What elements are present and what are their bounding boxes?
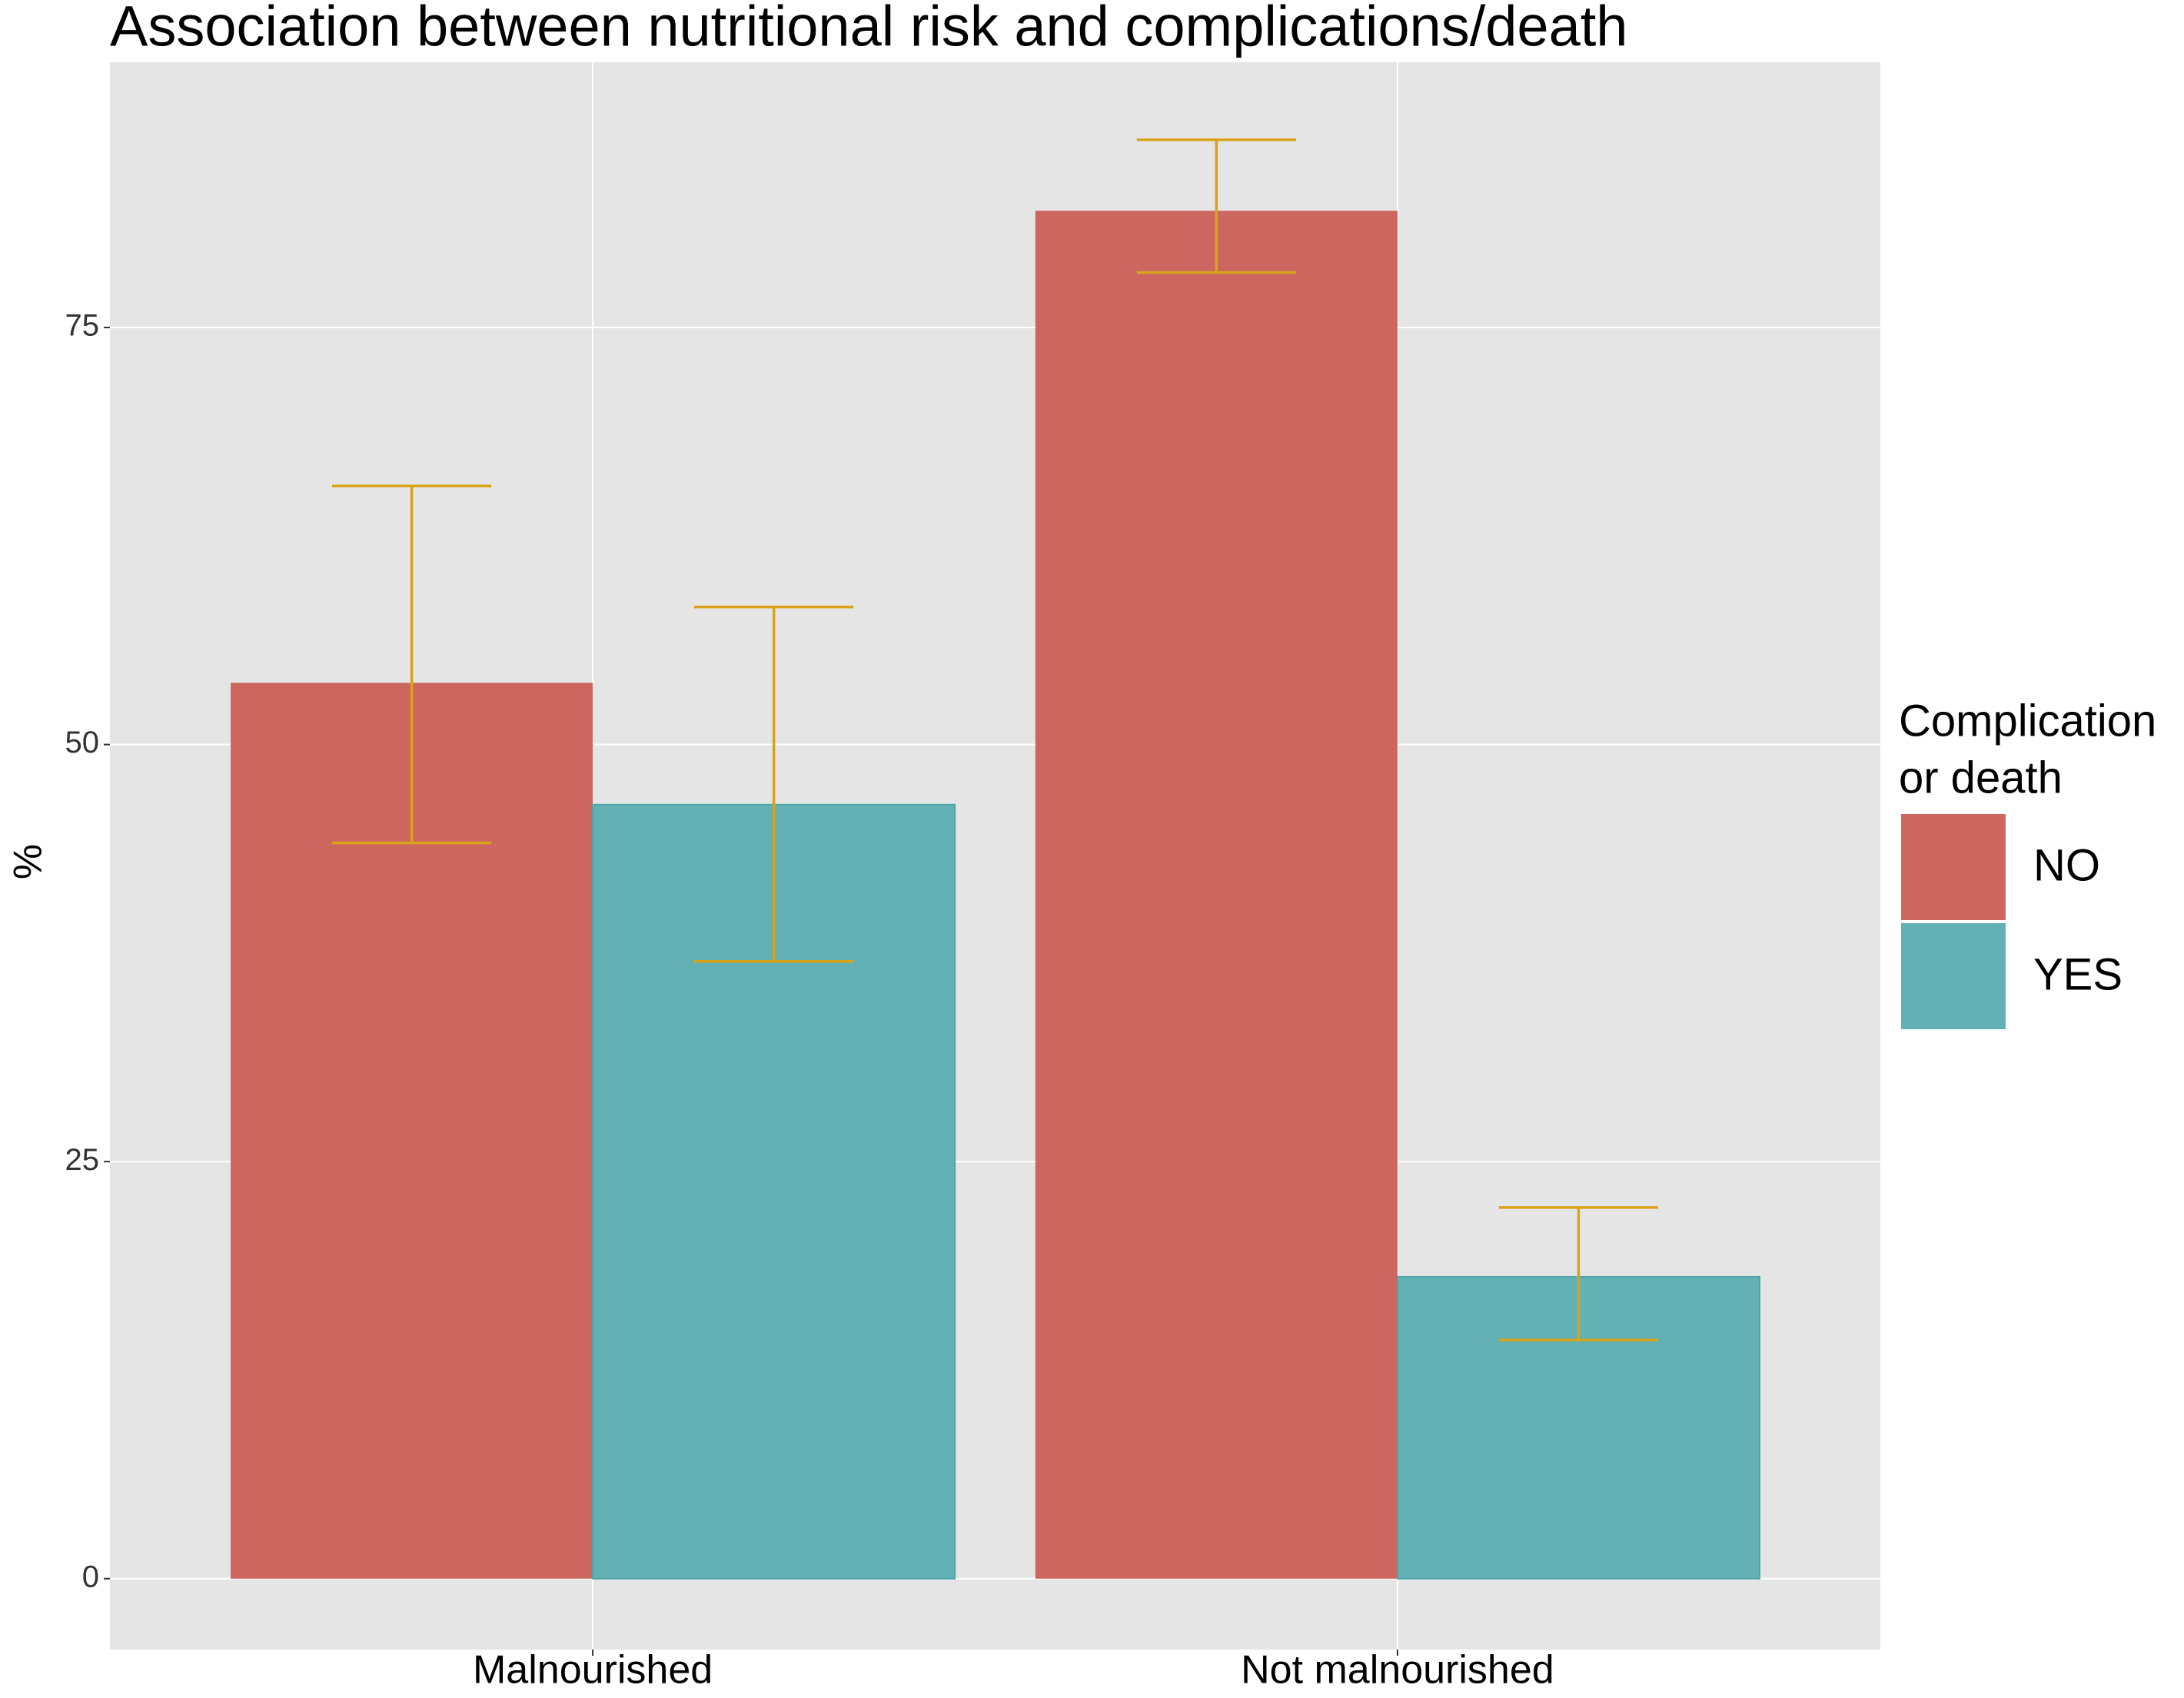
y-tick-label: 75 bbox=[65, 309, 100, 343]
chart-title: Association between nutritional risk and… bbox=[110, 0, 1627, 58]
legend-key bbox=[1900, 922, 2007, 1031]
y-tick-label: 0 bbox=[82, 1560, 99, 1593]
legend-label: NO bbox=[2033, 840, 2100, 890]
y-axis-label: % bbox=[6, 844, 51, 879]
legend-key bbox=[1900, 812, 2007, 922]
y-tick-label: 25 bbox=[65, 1143, 100, 1177]
legend-title: or death bbox=[1899, 753, 2063, 802]
legend-label: YES bbox=[2033, 949, 2123, 999]
bar bbox=[1035, 211, 1398, 1579]
y-tick-label: 50 bbox=[65, 726, 100, 759]
legend-title: Complication bbox=[1899, 696, 2156, 746]
